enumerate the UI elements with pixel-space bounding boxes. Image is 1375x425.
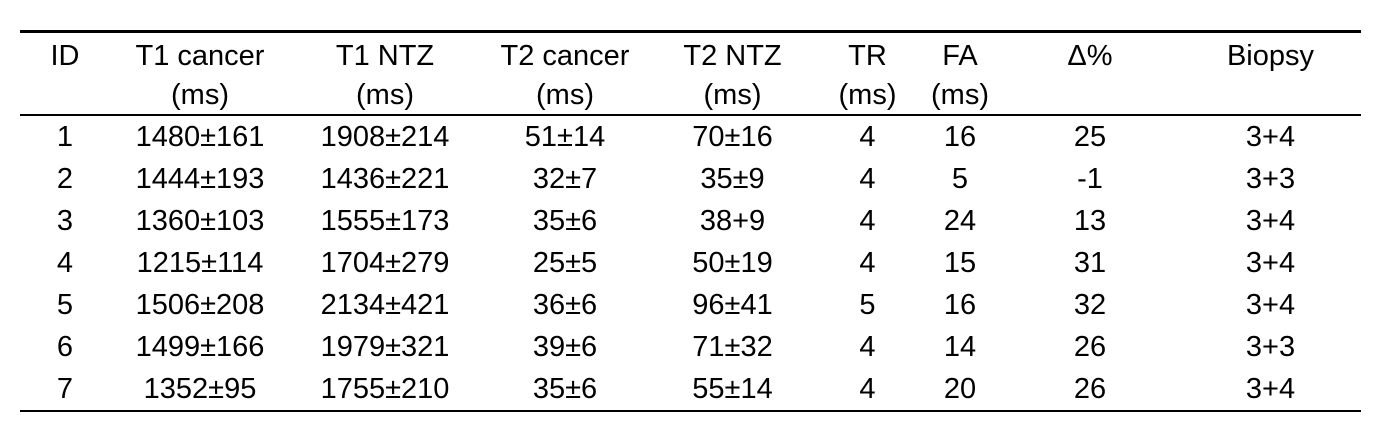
cell-fa: 16: [943, 288, 977, 321]
cell-t2-cancer: 25±5: [532, 246, 598, 279]
cell-tr: 4: [859, 372, 876, 405]
cell-t1-ntz: 1755±210: [320, 372, 450, 405]
cell-t2-ntz: 71±32: [692, 330, 773, 363]
header-label: T2 NTZ: [683, 40, 782, 72]
cell-biopsy: 3+3: [1245, 330, 1296, 363]
cell-delta-pct: 31: [1073, 246, 1107, 279]
cell-delta-pct: 32: [1073, 288, 1107, 321]
cell-delta-pct: 25: [1073, 120, 1107, 153]
relaxometry-table: ID T1 cancer (ms) T1 NTZ (ms) T2 cancer (ms) T2…: [20, 30, 1361, 412]
header-unit: (ms): [356, 79, 414, 111]
cell-delta-pct: 26: [1073, 330, 1107, 363]
table-row: 5 1506±208 2134±421 36±6 96±41 5 16 32 3+4: [20, 284, 1361, 326]
cell-tr: 4: [859, 246, 876, 279]
header-cell-id: ID: [20, 32, 110, 116]
header-cell-t2-ntz: T2 NTZ (ms): [650, 32, 815, 116]
header-unit: (ms): [171, 79, 229, 111]
header-label: TR: [848, 40, 887, 72]
header-unit: (ms): [931, 79, 989, 111]
cell-tr: 5: [859, 288, 876, 321]
cell-delta-pct: 13: [1073, 204, 1107, 237]
cell-id: 4: [56, 246, 74, 279]
cell-t2-cancer: 39±6: [532, 330, 598, 363]
cell-delta-pct: 26: [1073, 372, 1107, 405]
cell-t1-ntz: 1555±173: [320, 204, 450, 237]
cell-t1-cancer: 1352±95: [143, 372, 257, 405]
cell-t2-ntz: 70±16: [692, 120, 773, 153]
cell-t1-cancer: 1480±161: [135, 120, 265, 153]
header-label: ID: [50, 40, 80, 72]
cell-t1-cancer: 1215±114: [136, 246, 264, 279]
header-label: T2 cancer: [500, 40, 630, 72]
cell-t1-ntz: 1979±321: [320, 330, 450, 363]
cell-tr: 4: [859, 120, 876, 153]
cell-id: 2: [56, 162, 74, 195]
header-cell-t1-ntz: T1 NTZ (ms): [290, 32, 480, 116]
cell-t2-ntz: 55±14: [692, 372, 773, 405]
cell-fa: 5: [951, 162, 969, 195]
cell-biopsy: 3+4: [1245, 120, 1296, 153]
header-cell-t2-cancer: T2 cancer (ms): [480, 32, 650, 116]
cell-t1-ntz: 1436±221: [320, 162, 450, 195]
header-cell-biopsy: Biopsy: [1180, 32, 1361, 116]
cell-t2-cancer: 51±14: [524, 120, 606, 153]
header-unit: (ms): [838, 79, 897, 111]
cell-t2-ntz: 35±9: [700, 162, 765, 195]
header-label: Biopsy: [1226, 40, 1315, 72]
cell-fa: 24: [943, 204, 977, 237]
cell-t2-cancer: 36±6: [532, 288, 598, 321]
cell-t2-ntz: 38+9: [699, 204, 766, 237]
cell-tr: 4: [859, 204, 876, 237]
header-cell-delta-pct: Δ%: [1000, 32, 1180, 116]
header-label: T1 cancer: [135, 40, 265, 72]
cell-t1-ntz: 1704±279: [320, 246, 450, 279]
cell-fa: 20: [943, 372, 977, 405]
cell-id: 1: [56, 120, 74, 153]
header-row: ID T1 cancer (ms) T1 NTZ (ms) T2 cancer (ms) T2…: [20, 32, 1361, 116]
cell-t1-cancer: 1506±208: [135, 288, 265, 321]
table-row: 6 1499±166 1979±321 39±6 71±32 4 14 26 3+3: [20, 326, 1361, 368]
cell-biopsy: 3+4: [1245, 288, 1296, 321]
cell-t2-cancer: 32±7: [532, 162, 598, 195]
cell-id: 5: [56, 288, 74, 321]
cell-t1-ntz: 2134±421: [320, 288, 450, 321]
cell-biopsy: 3+3: [1245, 162, 1296, 195]
cell-tr: 4: [859, 330, 876, 363]
cell-fa: 16: [943, 120, 977, 153]
header-label: T1 NTZ: [335, 40, 435, 72]
cell-delta-pct: -1: [1077, 162, 1103, 195]
cell-t2-cancer: 35±6: [532, 372, 598, 405]
cell-t2-ntz: 96±41: [692, 288, 773, 321]
header-cell-t1-cancer: T1 cancer (ms): [110, 32, 290, 116]
table-row: 4 1215±114 1704±279 25±5 50±19 4 15 31 3+4: [20, 242, 1361, 284]
header-cell-fa: FA (ms): [920, 32, 1000, 116]
cell-t1-ntz: 1908±214: [320, 120, 450, 153]
cell-t1-cancer: 1360±103: [135, 204, 265, 237]
header-label: Δ%: [1067, 40, 1113, 72]
cell-id: 6: [56, 330, 74, 363]
table-header: ID T1 cancer (ms) T1 NTZ (ms) T2 cancer (ms) T2…: [20, 32, 1361, 116]
cell-t2-cancer: 35±6: [532, 204, 598, 237]
table-row: 1 1480±161 1908±214 51±14 70±16 4 16 25 3+4: [20, 115, 1361, 158]
cell-biopsy: 3+4: [1245, 204, 1296, 237]
cell-t1-cancer: 1444±193: [135, 162, 265, 195]
table-row: 3 1360±103 1555±173 35±6 38+9 4 24 13 3+4: [20, 200, 1361, 242]
header-cell-tr: TR (ms): [815, 32, 920, 116]
header-unit: (ms): [536, 79, 594, 111]
table-body: 1 1480±161 1908±214 51±14 70±16 4 16 25 3+4 2 1444…: [20, 115, 1361, 411]
cell-t2-ntz: 50±19: [692, 246, 773, 279]
cell-tr: 4: [859, 162, 876, 195]
cell-fa: 15: [943, 246, 977, 279]
cell-id: 7: [56, 372, 74, 405]
table-row: 2 1444±193 1436±221 32±7 35±9 4 5 -1 3+3: [20, 158, 1361, 200]
table-row: 7 1352±95 1755±210 35±6 55±14 4 20 26 3+4: [20, 368, 1361, 411]
cell-fa: 14: [943, 330, 977, 363]
cell-biopsy: 3+4: [1245, 372, 1296, 405]
header-unit: (ms): [703, 79, 762, 111]
cell-t1-cancer: 1499±166: [135, 330, 265, 363]
header-label: FA: [942, 40, 978, 72]
cell-biopsy: 3+4: [1245, 246, 1296, 279]
cell-id: 3: [56, 204, 74, 237]
